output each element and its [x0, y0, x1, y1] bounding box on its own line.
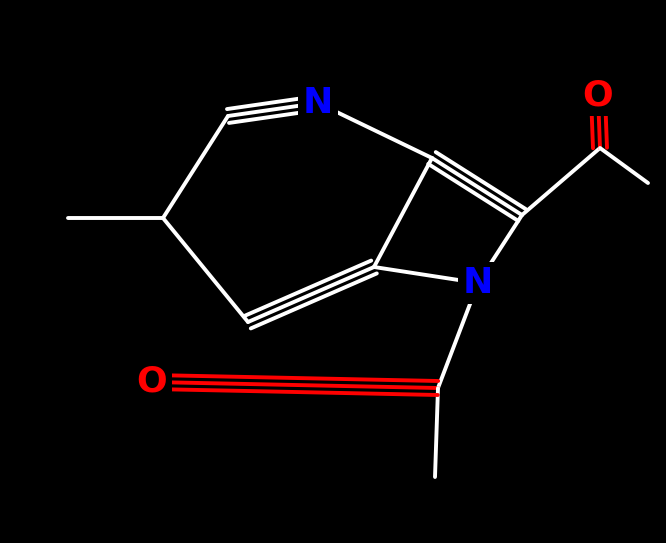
Text: N: N — [463, 266, 494, 300]
Text: N: N — [303, 86, 333, 120]
Text: O: O — [137, 365, 167, 399]
Text: O: O — [583, 78, 613, 112]
